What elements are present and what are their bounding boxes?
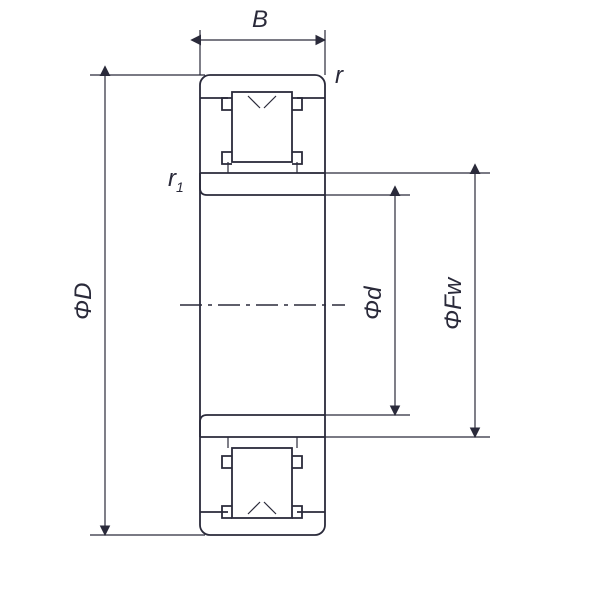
label-r1-base: r [168,165,176,192]
label-r1-sub: 1 [176,179,184,195]
label-B: B [252,6,268,34]
label-phiFw: ΦFw [440,278,468,330]
label-r: r [335,62,343,90]
label-phid: Φd [360,287,388,320]
bearing-cross-section-diagram: B r r1 ΦD Φd ΦFw [0,0,600,600]
label-r1: r1 [168,165,184,195]
label-phiD: ΦD [70,283,98,320]
